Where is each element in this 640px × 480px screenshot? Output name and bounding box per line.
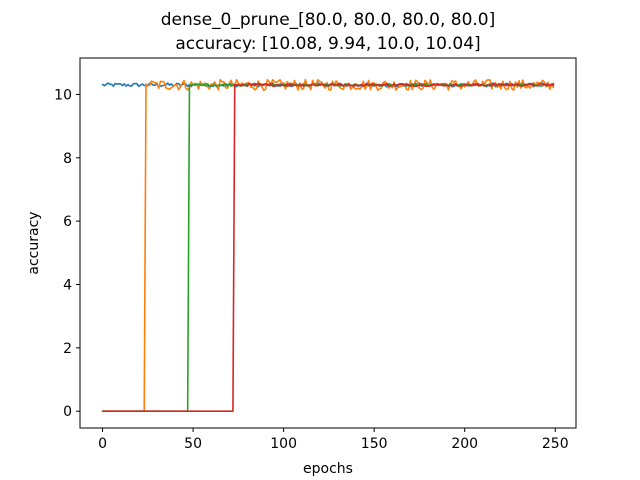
x-tick-label: 200 [451, 436, 478, 452]
y-tick-label: 2 [63, 341, 72, 357]
chart-title: dense_0_prune_[80.0, 80.0, 80.0, 80.0] [161, 10, 496, 30]
y-tick-label: 4 [63, 277, 72, 293]
y-tick-label: 6 [63, 214, 72, 230]
plot-area [101, 78, 555, 413]
x-axis: 0 50 100 150 200 250 [98, 428, 569, 452]
y-axis-label: accuracy [26, 211, 42, 274]
series-line-3 [101, 82, 555, 413]
series-line-2 [101, 78, 555, 413]
y-tick-label: 8 [63, 151, 72, 167]
x-tick-label: 100 [270, 436, 297, 452]
x-tick-label: 50 [184, 436, 202, 452]
axes-frame [79, 57, 577, 429]
x-axis-label: epochs [303, 461, 353, 477]
chart-subtitle: accuracy: [10.08, 9.94, 10.0, 10.04] [175, 34, 480, 54]
series-line-4 [101, 82, 555, 413]
y-tick-label: 10 [54, 87, 72, 103]
x-tick-label: 0 [98, 436, 107, 452]
x-tick-label: 250 [542, 436, 569, 452]
y-tick-label: 0 [63, 404, 72, 420]
x-tick-label: 150 [361, 436, 388, 452]
y-axis: 0 2 4 6 8 10 [54, 87, 80, 420]
